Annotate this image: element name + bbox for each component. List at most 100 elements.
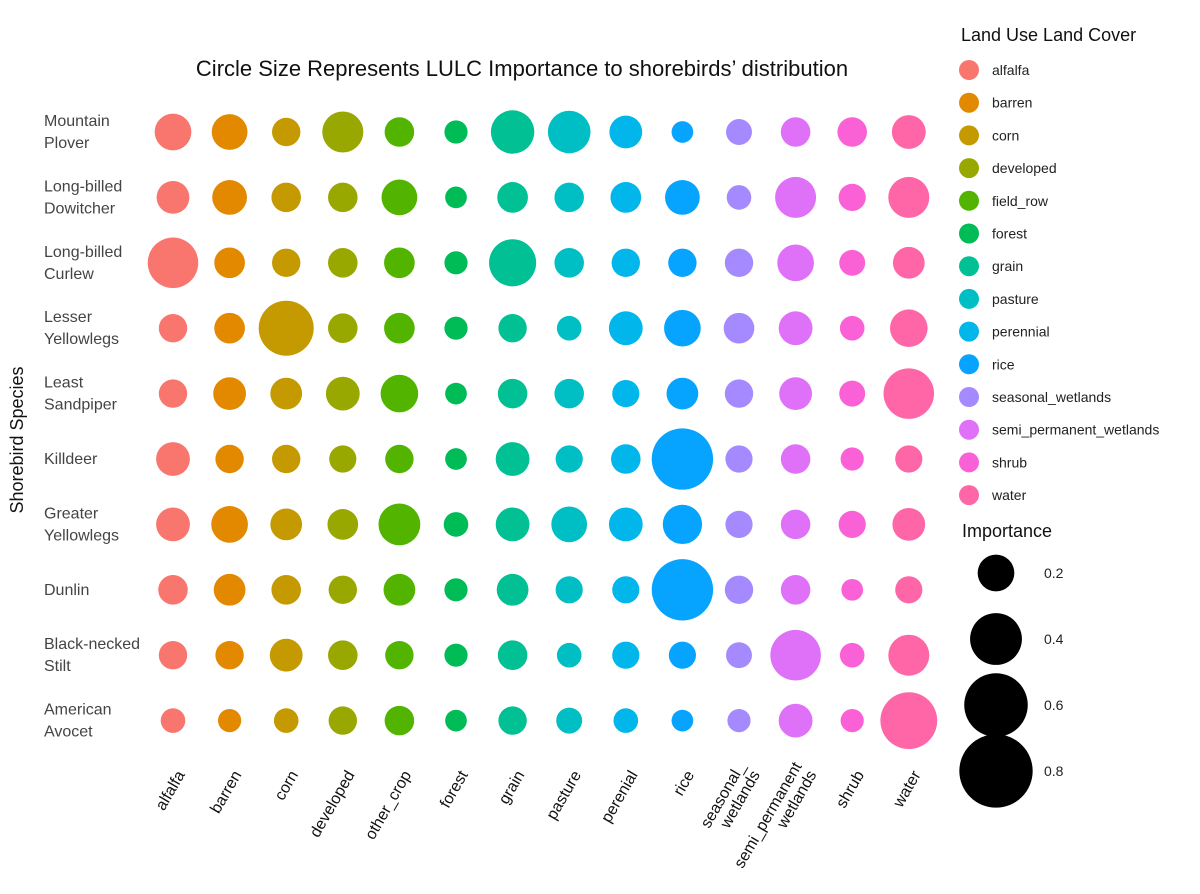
legend-key-forest <box>959 223 979 244</box>
bubble-mountain-plover-water <box>891 115 926 149</box>
x-tick-label-corn: corn <box>272 768 302 803</box>
bubble-mountain-plover-alfalfa <box>154 113 192 151</box>
bubble-greater-yellowlegs-semi-permanent-wetlands <box>780 509 811 540</box>
bubble-american-avocet-seasonal-wetlands <box>727 709 751 733</box>
y-tick-label-black-necked-stilt: Black-necked Stilt <box>44 636 140 675</box>
bubble-black-necked-stilt-perenial <box>612 641 640 669</box>
y-tick-label-long-billed-dowitcher: Long-billed Dowitcher <box>44 178 122 217</box>
x-tick-label-barren: barren <box>208 768 246 817</box>
bubble-killdeer-water <box>895 445 923 473</box>
legend-key-field-row <box>959 190 979 211</box>
bubble-dunlin-perenial <box>612 576 640 604</box>
bubble-greater-yellowlegs-alfalfa <box>156 507 190 542</box>
bubble-dunlin-seasonal-wetlands <box>724 575 754 604</box>
bubble-mountain-plover-developed <box>322 111 364 153</box>
legend-key-grain <box>959 256 979 277</box>
x-tick-label-alfalfa: alfalfa <box>153 768 189 814</box>
bubble-black-necked-stilt-seasonal-wetlands <box>726 642 752 669</box>
bubble-mountain-plover-seasonal-wetlands <box>726 119 752 145</box>
size-legend-title: Importance <box>962 521 1052 541</box>
bubble-least-sandpiper-corn <box>270 377 303 410</box>
bubble-mountain-plover-pasture <box>547 110 591 154</box>
y-tick-label-killdeer: Killdeer <box>44 451 98 468</box>
legend-label-pasture: pasture <box>992 291 1039 307</box>
size-label-0-8: 0.8 <box>1044 763 1064 779</box>
bubble-killdeer-pasture <box>555 445 583 473</box>
bubble-lesser-yellowlegs-shrub <box>839 315 865 341</box>
bubble-long-billed-dowitcher-seasonal-wetlands <box>726 185 752 210</box>
bubble-least-sandpiper-water <box>883 368 935 419</box>
bubble-least-sandpiper-grain <box>497 378 528 409</box>
bubble-american-avocet-pasture <box>556 707 583 734</box>
bubble-black-necked-stilt-water <box>888 634 930 676</box>
bubble-greater-yellowlegs-barren <box>211 506 248 543</box>
bubble-greater-yellowlegs-grain <box>495 507 530 542</box>
bubble-least-sandpiper-developed <box>325 376 360 411</box>
y-tick-label-long-billed-curlew: Long-billed Curlew <box>44 244 122 283</box>
bubble-american-avocet-perenial <box>613 708 639 733</box>
legend-key-perennial <box>959 321 979 342</box>
bubble-mountain-plover-perenial <box>609 115 643 149</box>
bubble-long-billed-dowitcher-barren <box>212 180 247 215</box>
bubble-long-billed-dowitcher-rice <box>665 180 700 215</box>
x-tick-label-developed: developed <box>307 768 359 840</box>
bubble-greater-yellowlegs-shrub <box>838 510 866 538</box>
bubble-greater-yellowlegs-water <box>892 508 926 541</box>
bubble-least-sandpiper-rice <box>666 377 699 410</box>
legend-key-corn <box>959 125 979 146</box>
bubble-mountain-plover-barren <box>211 114 248 150</box>
legend-key-rice <box>959 354 979 375</box>
bubble-lesser-yellowlegs-barren <box>214 312 245 344</box>
bubble-least-sandpiper-forest <box>445 382 467 405</box>
legend-label-field-row: field_row <box>992 193 1049 209</box>
bubble-lesser-yellowlegs-developed <box>328 313 358 343</box>
y-tick-label-american-avocet: American Avocet <box>44 702 112 741</box>
bubble-dunlin-shrub <box>841 578 864 601</box>
bubble-greater-yellowlegs-rice <box>662 504 703 545</box>
size-label-0-2: 0.2 <box>1044 565 1064 581</box>
bubble-long-billed-dowitcher-corn <box>271 182 301 213</box>
bubble-killdeer-rice <box>651 428 714 490</box>
bubble-killdeer-corn <box>272 444 301 474</box>
legend-label-grain: grain <box>992 258 1023 274</box>
bubble-long-billed-curlew-forest <box>444 251 468 275</box>
bubble-black-necked-stilt-other-crop <box>385 641 414 670</box>
bubble-greater-yellowlegs-developed <box>327 509 359 540</box>
bubble-killdeer-perenial <box>611 444 641 474</box>
bubble-long-billed-curlew-semi-permanent-wetlands <box>777 244 814 282</box>
size-key-0-8 <box>959 734 1033 808</box>
bubble-dunlin-other-crop <box>383 573 416 606</box>
bubble-american-avocet-shrub <box>840 709 864 733</box>
bubble-black-necked-stilt-corn <box>269 638 303 672</box>
bubble-long-billed-dowitcher-grain <box>497 182 528 213</box>
legend-key-water <box>959 485 979 506</box>
legend-label-perennial: perennial <box>992 324 1050 340</box>
bubble-greater-yellowlegs-forest <box>443 512 469 537</box>
bubble-greater-yellowlegs-corn <box>270 508 303 541</box>
bubble-dunlin-water <box>895 576 923 604</box>
x-tick-label-water: water <box>890 767 925 811</box>
bubble-lesser-yellowlegs-seasonal-wetlands <box>723 312 755 344</box>
legend-label-forest: forest <box>992 226 1027 242</box>
bubble-lesser-yellowlegs-pasture <box>556 315 582 341</box>
x-tick-label-perenial: perenial <box>598 768 641 826</box>
bubble-american-avocet-alfalfa <box>160 708 186 733</box>
bubble-american-avocet-forest <box>445 709 467 732</box>
size-key-0-6 <box>964 673 1028 737</box>
legend-key-barren <box>959 92 979 113</box>
x-tick-label-shrub: shrub <box>833 768 868 811</box>
bubble-black-necked-stilt-pasture <box>556 642 582 668</box>
x-tick-label-grain: grain <box>496 768 529 807</box>
bubble-american-avocet-other-crop <box>384 705 415 736</box>
bubble-least-sandpiper-barren <box>213 377 247 410</box>
legend-label-rice: rice <box>992 356 1015 372</box>
y-tick-labels: Mountain Plover Long-billed Dowitcher Long-b… <box>44 113 140 741</box>
bubble-black-necked-stilt-alfalfa <box>158 641 188 670</box>
y-tick-label-least-sandpiper: Least Sandpiper <box>44 375 118 414</box>
bubble-least-sandpiper-other-crop <box>380 374 419 413</box>
size-key-0-2 <box>977 554 1015 592</box>
y-tick-label-dunlin: Dunlin <box>44 582 89 599</box>
bubble-least-sandpiper-seasonal-wetlands <box>724 379 754 408</box>
bubble-lesser-yellowlegs-rice <box>664 309 701 347</box>
bubble-dunlin-forest <box>444 578 468 602</box>
